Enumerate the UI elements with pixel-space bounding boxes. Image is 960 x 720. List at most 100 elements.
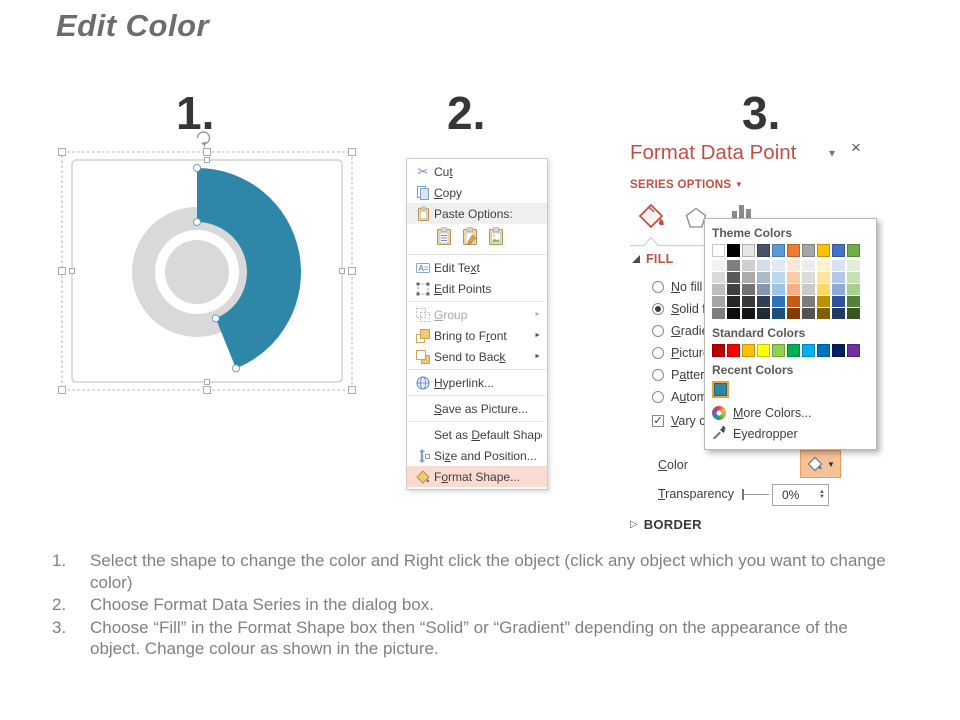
donut-selected-arc[interactable]: [197, 168, 302, 369]
color-swatch[interactable]: [757, 244, 770, 257]
color-swatch[interactable]: [772, 296, 785, 307]
menu-item-size-position[interactable]: Size and Position...: [407, 445, 547, 466]
menu-item-hyperlink[interactable]: Hyperlink...: [407, 372, 547, 393]
color-swatch[interactable]: [727, 284, 740, 295]
color-swatch[interactable]: [832, 344, 845, 357]
color-swatch[interactable]: [772, 284, 785, 295]
color-swatch[interactable]: [742, 344, 755, 357]
color-swatch[interactable]: [787, 296, 800, 307]
color-swatch[interactable]: [757, 296, 770, 307]
color-swatch[interactable]: [832, 296, 845, 307]
color-swatch[interactable]: [802, 296, 815, 307]
menu-item-edit-text[interactable]: A Edit Text: [407, 257, 547, 278]
color-swatch[interactable]: [712, 308, 725, 319]
color-swatch[interactable]: [787, 244, 800, 257]
color-swatch[interactable]: [787, 272, 800, 283]
color-swatch[interactable]: [847, 272, 860, 283]
color-swatch[interactable]: [742, 308, 755, 319]
color-swatch[interactable]: [817, 244, 830, 257]
color-swatch[interactable]: [817, 272, 830, 283]
effects-tab[interactable]: [684, 206, 708, 235]
menu-item-format-shape[interactable]: Format Shape...: [407, 466, 547, 487]
spin-up-icon[interactable]: ▲: [819, 489, 825, 495]
transparency-input[interactable]: 0% ▲ ▼: [772, 484, 829, 506]
menu-item-edit-points[interactable]: Edit Points: [407, 278, 547, 299]
fill-section-header[interactable]: FILL: [632, 252, 674, 266]
menu-item-save-as-picture[interactable]: Save as Picture...: [434, 401, 529, 416]
transparency-slider-track[interactable]: [744, 494, 769, 495]
color-swatch[interactable]: [832, 308, 845, 319]
color-swatch[interactable]: [787, 344, 800, 357]
eyedropper-item[interactable]: Eyedropper: [712, 424, 869, 443]
spin-down-icon[interactable]: ▼: [819, 494, 825, 500]
series-tab[interactable]: [731, 202, 755, 225]
paste-option-picture-icon[interactable]: [486, 226, 506, 248]
color-swatch[interactable]: [757, 260, 770, 271]
color-swatch[interactable]: [787, 260, 800, 271]
color-swatch[interactable]: [712, 272, 725, 283]
paste-option-merge-formatting-icon[interactable]: [460, 226, 480, 248]
series-options-dropdown[interactable]: SERIES OPTIONS ▼: [630, 179, 744, 191]
color-swatch[interactable]: [727, 260, 740, 271]
color-swatch[interactable]: [787, 284, 800, 295]
radio-no-fill[interactable]: No fill: [652, 279, 702, 295]
menu-item-copy[interactable]: Copy: [407, 182, 547, 203]
donut-chart-selection[interactable]: [52, 126, 362, 401]
fill-color-button[interactable]: ▼: [800, 450, 841, 478]
color-swatch[interactable]: [714, 383, 727, 396]
color-swatch[interactable]: [712, 344, 725, 357]
selection-handles[interactable]: [58, 148, 356, 394]
color-swatch[interactable]: [802, 308, 815, 319]
color-swatch[interactable]: [817, 284, 830, 295]
color-swatch[interactable]: [712, 296, 725, 307]
color-swatch[interactable]: [742, 260, 755, 271]
color-swatch[interactable]: [712, 244, 725, 257]
menu-item-paste-options[interactable]: Paste Options:: [407, 203, 547, 224]
color-swatch[interactable]: [727, 296, 740, 307]
donut-center-circle[interactable]: [165, 240, 229, 304]
color-swatch[interactable]: [742, 296, 755, 307]
color-swatch[interactable]: [757, 272, 770, 283]
color-swatch[interactable]: [802, 244, 815, 257]
transparency-slider[interactable]: [742, 489, 744, 500]
color-swatch[interactable]: [727, 272, 740, 283]
color-swatch[interactable]: [847, 344, 860, 357]
menu-item-cut[interactable]: ✂ Cut: [407, 161, 547, 182]
fill-line-tab[interactable]: [636, 201, 666, 238]
color-swatch[interactable]: [772, 308, 785, 319]
color-swatch[interactable]: [802, 272, 815, 283]
color-swatch[interactable]: [847, 260, 860, 271]
color-swatch[interactable]: [817, 296, 830, 307]
color-swatch[interactable]: [712, 260, 725, 271]
color-swatch[interactable]: [757, 284, 770, 295]
menu-item-bring-to-front[interactable]: Bring to Front ►: [407, 325, 547, 346]
color-swatch[interactable]: [832, 272, 845, 283]
color-swatch[interactable]: [802, 260, 815, 271]
color-swatch[interactable]: [832, 244, 845, 257]
pane-close-icon[interactable]: ×: [851, 138, 861, 157]
color-swatch[interactable]: [742, 244, 755, 257]
menu-item-send-to-back[interactable]: Send to Back ►: [407, 346, 547, 367]
spinner-arrows[interactable]: ▲ ▼: [819, 489, 828, 500]
color-swatch[interactable]: [847, 308, 860, 319]
menu-item-set-default-shape[interactable]: Set as Default Shape: [434, 427, 542, 442]
color-swatch[interactable]: [772, 260, 785, 271]
color-swatch[interactable]: [832, 260, 845, 271]
color-swatch[interactable]: [847, 284, 860, 295]
color-swatch[interactable]: [847, 244, 860, 257]
color-swatch[interactable]: [757, 344, 770, 357]
color-swatch[interactable]: [742, 284, 755, 295]
color-swatch[interactable]: [802, 344, 815, 357]
color-swatch[interactable]: [787, 308, 800, 319]
color-swatch[interactable]: [847, 296, 860, 307]
paste-option-keep-formatting-icon[interactable]: [434, 226, 454, 248]
color-swatch[interactable]: [757, 308, 770, 319]
color-swatch[interactable]: [802, 284, 815, 295]
menu-item-group[interactable]: Group ►: [407, 304, 547, 325]
color-swatch[interactable]: [772, 272, 785, 283]
more-colors-item[interactable]: More Colors...: [712, 403, 869, 422]
pane-collapse-icon[interactable]: ▾: [829, 146, 836, 160]
color-swatch[interactable]: [727, 344, 740, 357]
color-swatch[interactable]: [817, 308, 830, 319]
color-swatch[interactable]: [817, 260, 830, 271]
